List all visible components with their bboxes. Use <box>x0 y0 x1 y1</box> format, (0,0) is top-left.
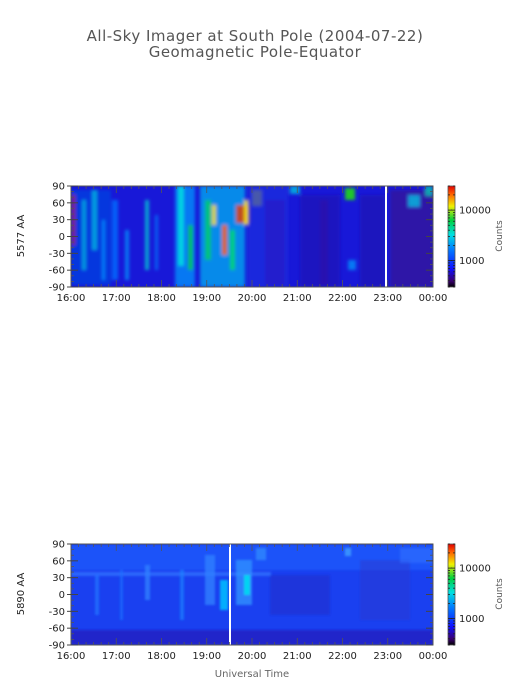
x-axis-label: Universal Time <box>215 669 289 680</box>
x-tick-label: 16:00 <box>57 293 86 304</box>
y-tick-label: 30 <box>52 215 65 226</box>
y-tick-label: 60 <box>52 556 65 567</box>
x-tick-label: 18:00 <box>147 651 176 662</box>
chart-subtitle: Geomagnetic Pole-Equator <box>148 43 362 61</box>
heatmap-5890 <box>71 544 433 645</box>
chart-title: All-Sky Imager at South Pole (2004-07-22… <box>86 27 424 45</box>
data-gap-5890 <box>229 544 231 645</box>
x-tick-label: 00:00 <box>419 293 448 304</box>
y-axis-5577: 90 60 30 0 -30 -60 -90 <box>49 182 433 294</box>
y-tick-label: 90 <box>52 182 65 193</box>
x-tick-label: 17:00 <box>102 651 131 662</box>
y-tick-label: -30 <box>49 249 65 260</box>
colorbar-tick-label: 10000 <box>459 206 491 217</box>
colorbar-ticks-5577: 10000 1000 <box>448 185 491 288</box>
y-tick-label: -60 <box>49 624 65 635</box>
x-tick-label: 19:00 <box>192 293 221 304</box>
y-tick-label: 0 <box>59 232 65 243</box>
colorbar-tick-label: 1000 <box>459 614 484 625</box>
y-tick-label: -90 <box>49 641 65 652</box>
x-axis-5577: 16:00 17:00 18:00 19:00 20:00 21:00 22:00 23:00… <box>57 186 448 304</box>
x-tick-label: 19:00 <box>192 651 221 662</box>
x-tick-label: 17:00 <box>102 293 131 304</box>
x-tick-label: 22:00 <box>328 651 357 662</box>
x-tick-label: 16:00 <box>57 651 86 662</box>
y-tick-label: -60 <box>49 266 65 277</box>
panel-5890: 90 60 30 0 -30 -60 -90 16:00 17:00 18:00 19:00 20:… <box>16 540 505 663</box>
colorbar-ticks-5890: 10000 1000 <box>448 543 491 646</box>
y-tick-label: 60 <box>52 198 65 209</box>
y-axis-label-5890: 5890 AA <box>16 573 27 616</box>
x-tick-label: 18:00 <box>147 293 176 304</box>
colorbar-5890 <box>448 544 455 645</box>
y-axis-5890: 90 60 30 0 -30 -60 -90 <box>49 540 433 652</box>
y-tick-label: -30 <box>49 607 65 618</box>
x-axis-5890: 16:00 17:00 18:00 19:00 20:00 21:00 22:00 23:00… <box>57 544 448 662</box>
x-tick-label: 23:00 <box>373 293 402 304</box>
y-tick-label: -90 <box>49 283 65 294</box>
data-gap-5577 <box>385 186 387 287</box>
panel-5577: 90 60 30 0 -30 -60 -90 16:00 17:00 18:00 19:00 20:… <box>16 182 505 305</box>
colorbar-5577 <box>448 186 455 287</box>
heatmap-5577 <box>71 186 433 287</box>
colorbar-tick-label: 10000 <box>459 564 491 575</box>
x-tick-label: 20:00 <box>238 651 267 662</box>
x-tick-label: 23:00 <box>373 651 402 662</box>
colorbar-tick-label: 1000 <box>459 256 484 267</box>
x-tick-label: 22:00 <box>328 293 357 304</box>
x-tick-label: 00:00 <box>419 651 448 662</box>
colorbar-label-5890: Counts <box>495 578 505 610</box>
x-tick-label: 21:00 <box>283 293 312 304</box>
x-tick-label: 20:00 <box>238 293 267 304</box>
y-axis-label-5577: 5577 AA <box>16 215 27 258</box>
x-tick-label: 21:00 <box>283 651 312 662</box>
y-tick-label: 0 <box>59 590 65 601</box>
colorbar-label-5577: Counts <box>495 220 505 252</box>
y-tick-label: 90 <box>52 540 65 551</box>
y-tick-label: 30 <box>52 573 65 584</box>
